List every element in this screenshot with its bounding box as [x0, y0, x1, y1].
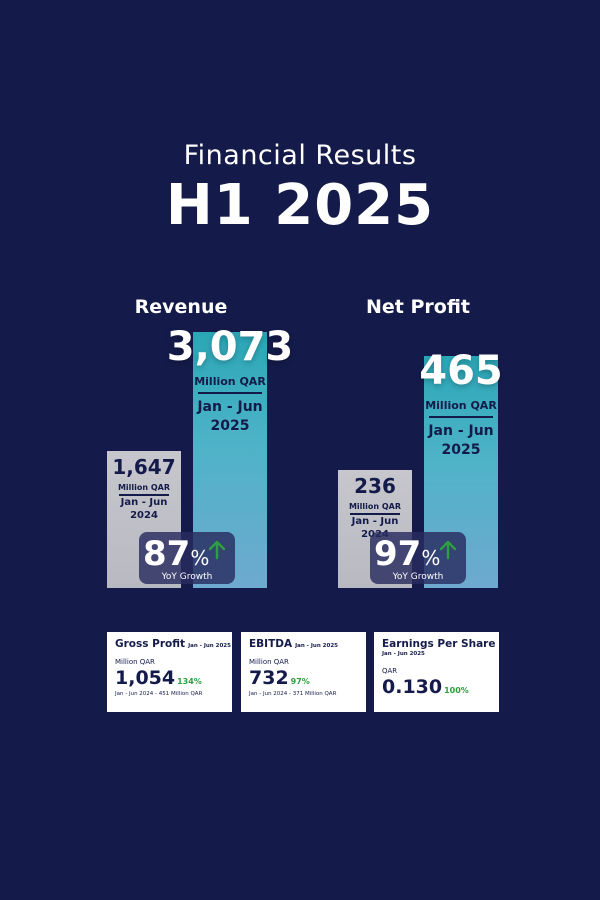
- card-value-row: 0.130 100%: [382, 676, 491, 698]
- bar-previous-unit: Million QAR: [117, 483, 171, 492]
- card-growth: 97%: [290, 677, 310, 686]
- card-unit: QAR: [382, 667, 398, 675]
- card-value: 1,054: [115, 667, 176, 689]
- bar-current-period-line2: 2025: [210, 418, 250, 434]
- card-title: Earnings Per Share: [382, 638, 496, 650]
- card-value-row: 732 97%: [249, 667, 358, 689]
- bar-current-rule: [198, 392, 262, 394]
- page-header: Financial Results H1 2025: [0, 140, 600, 238]
- bar-current-rule: [429, 416, 493, 418]
- bar-current-period-line1: Jan - Jun: [197, 399, 263, 415]
- card-footnote: Jan - Jun 2024 - 371 Million QAR: [249, 691, 337, 697]
- card-growth: 134%: [177, 677, 202, 686]
- card-gross-profit: Gross Profit Jan - Jun 2025 Million QAR 1…: [107, 632, 232, 712]
- bar-previous-period-line1: Jan - Jun: [351, 516, 399, 527]
- yoy-growth-suffix: %: [190, 546, 210, 570]
- page-title: H1 2025: [165, 173, 435, 238]
- page-subtitle: Financial Results: [183, 140, 417, 171]
- card-period: Jan - Jun 2025: [382, 651, 425, 657]
- bar-current-period-line2: 2025: [441, 442, 481, 458]
- card-ebitda: EBITDA Jan - Jun 2025 Million QAR 732 97% …: [241, 632, 366, 712]
- yoy-growth-badge: 97% YoY Growth: [370, 532, 466, 584]
- yoy-growth-badge: 87% YoY Growth: [139, 532, 235, 584]
- card-unit: Million QAR: [115, 658, 155, 666]
- arrow-up-icon: [439, 540, 457, 560]
- bar-previous-unit: Million QAR: [348, 502, 402, 511]
- card-unit: Million QAR: [249, 658, 289, 666]
- card-period: Jan - Jun 2025: [188, 643, 231, 649]
- card-value-row: 1,054 134%: [115, 667, 224, 689]
- card-value: 0.130: [382, 676, 443, 698]
- bar-current-period-line1: Jan - Jun: [428, 423, 494, 439]
- card-title-text: Gross Profit: [115, 638, 186, 650]
- yoy-growth-value: 97%: [374, 534, 441, 574]
- bar-previous-period-line2: 2024: [130, 510, 158, 521]
- bar-current-unit: Million QAR: [194, 375, 266, 388]
- card-title: Gross Profit Jan - Jun 2025: [115, 638, 231, 650]
- card-value: 732: [249, 667, 289, 689]
- bar-previous-period-line1: Jan - Jun: [120, 497, 168, 508]
- card-title: EBITDA Jan - Jun 2025: [249, 638, 358, 650]
- card-footnote: Jan - Jun 2024 - 451 Million QAR: [115, 691, 203, 697]
- yoy-growth-label: YoY Growth: [161, 572, 213, 582]
- card-title-text: EBITDA: [249, 638, 293, 650]
- bar-previous-rule: [119, 494, 169, 496]
- chart-title: Net Profit: [366, 296, 470, 318]
- card-period: Jan - Jun 2025: [295, 643, 338, 649]
- yoy-growth-suffix: %: [421, 546, 441, 570]
- yoy-growth-value: 87%: [143, 534, 210, 574]
- card-growth: 100%: [444, 686, 469, 695]
- chart-title: Revenue: [134, 296, 228, 318]
- card-eps: Earnings Per Share Jan - Jun 2025 QAR 0.…: [374, 632, 499, 712]
- bar-current-unit: Million QAR: [425, 399, 497, 412]
- yoy-growth-label: YoY Growth: [392, 572, 444, 582]
- bar-current-value: 3,073: [166, 324, 294, 370]
- bar-current-value: 465: [419, 348, 503, 394]
- bar-previous-value: 1,647: [112, 455, 176, 479]
- bar-previous-rule: [350, 513, 400, 515]
- bar-previous-value: 236: [354, 474, 396, 498]
- arrow-up-icon: [208, 540, 226, 560]
